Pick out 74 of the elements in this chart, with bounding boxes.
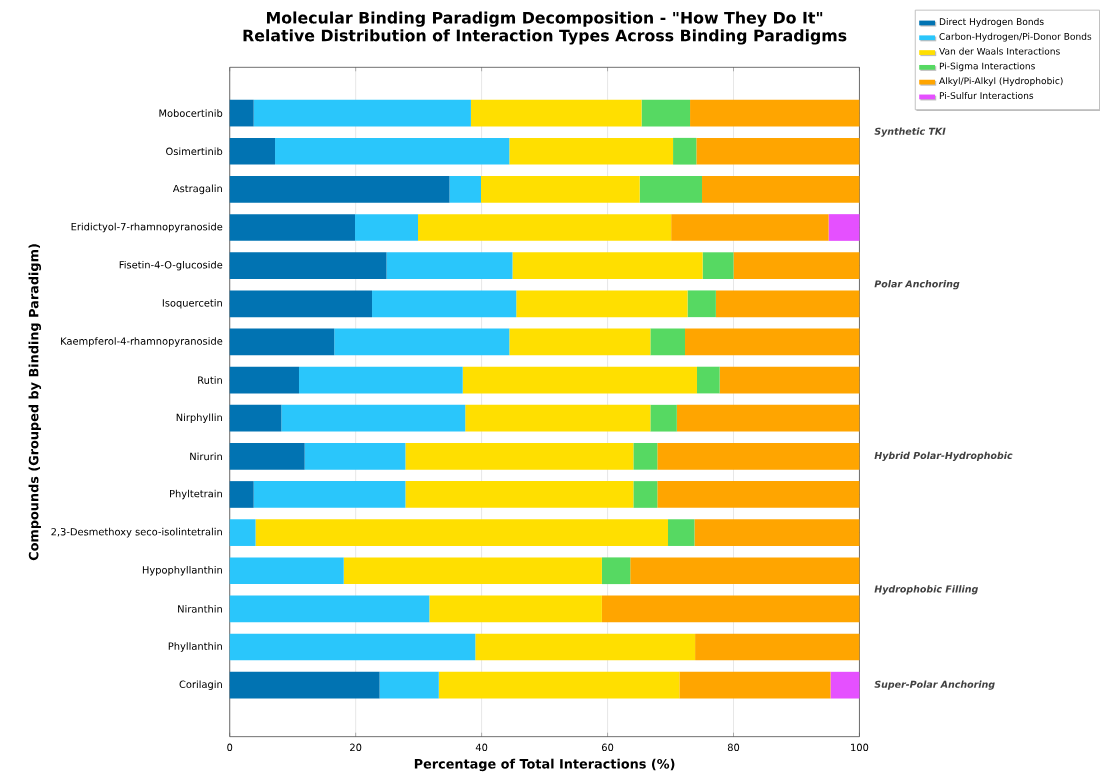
bar [275,137,510,165]
bar [229,519,256,546]
bar [355,214,419,241]
bar [229,366,299,394]
bar [449,175,481,203]
bar [229,99,254,127]
bar [671,214,829,241]
bar [601,557,631,584]
bar [690,99,860,127]
bar [694,519,860,546]
bar [516,290,688,318]
bar [343,557,602,584]
bar [657,442,860,470]
bar [512,252,703,279]
bar [229,328,335,356]
bar [633,481,658,508]
bar [253,99,471,127]
bar [372,290,517,318]
bar [253,481,406,508]
bar [379,671,439,699]
bar [676,404,860,432]
bar [679,671,831,699]
bar [229,671,380,699]
bar [298,366,463,394]
bar [702,175,860,203]
bar [673,137,697,165]
bar [641,99,691,127]
bar [696,366,720,394]
bar [470,99,642,127]
bar [639,175,703,203]
bar [509,328,651,356]
bar [685,328,860,356]
bar [465,404,651,432]
bar [475,633,696,661]
bar [828,214,860,241]
bar [229,404,282,432]
bar [229,595,430,623]
bar [695,633,860,661]
bar [830,671,860,699]
bar [650,328,686,356]
bar [229,633,476,661]
bar [229,442,305,470]
bar [229,137,276,165]
bar [657,481,860,508]
bar [429,595,602,623]
bar [386,252,513,279]
bar [668,519,695,546]
bar [462,366,697,394]
bar [601,595,860,623]
bar [509,137,674,165]
bar [480,175,640,203]
bar [650,404,677,432]
bar [630,557,860,584]
bar [281,404,466,432]
bar [733,252,860,279]
bar [229,557,344,584]
bar [405,442,634,470]
bar [229,290,373,318]
bar [229,252,387,279]
bar [438,671,680,699]
bar [229,214,356,241]
bar [715,290,860,318]
bar [633,442,658,470]
bar [229,175,450,203]
bar [229,481,254,508]
bar [405,481,634,508]
bar [255,519,669,546]
bar [719,366,860,394]
bar [696,137,860,165]
bar [687,290,716,318]
bar [304,442,406,470]
bar [418,214,672,241]
bar [334,328,510,356]
bar [702,252,734,279]
